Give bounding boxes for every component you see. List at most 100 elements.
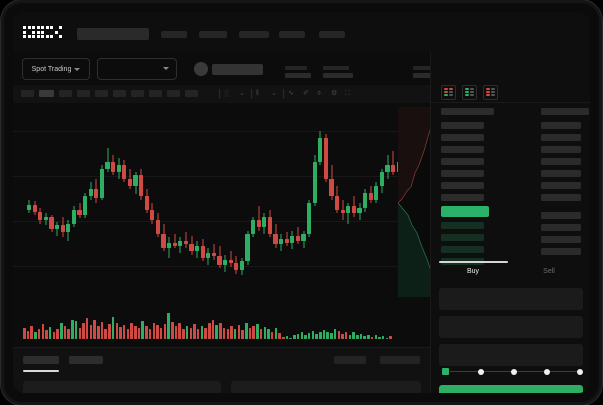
chevron-down-icon [74,67,81,71]
orderbook-bid-row[interactable] [441,222,484,229]
orderbook-bid-row[interactable] [441,246,484,253]
chevron-down-icon-2[interactable]: ⌄ [271,90,277,97]
orderbook-mode-bids-icon[interactable] [462,85,477,100]
orderbook-ask-row[interactable] [441,194,484,201]
timeframe-button-1[interactable] [21,90,34,97]
orderbook-ask-row[interactable] [441,108,494,115]
candle-body [245,233,250,262]
orderbook-ask-row[interactable] [441,146,484,153]
candle-body [60,225,65,233]
orderbook-ask-row[interactable] [441,134,484,141]
chevron-down-icon[interactable]: ⌄ [239,90,245,97]
timeframe-button-7[interactable] [131,90,144,97]
search-input[interactable] [77,28,149,40]
volume-bar [367,334,370,339]
timeframe-button-9[interactable] [167,90,180,97]
volume-bar [285,336,289,339]
slider-step-50[interactable] [511,368,517,375]
orders-action-2[interactable] [380,356,420,364]
camera-icon[interactable]: ⌽ [317,90,322,97]
slider-step-75[interactable] [544,368,550,375]
draw-pencil-icon[interactable]: ✐ [303,90,309,97]
slider-step-100[interactable] [577,368,583,375]
fullscreen-icon[interactable]: ⛶ [345,90,350,97]
candle [127,103,133,303]
candle-body [105,161,110,169]
orderbook-bid-row[interactable] [441,234,484,241]
mode-selector-spot-trading[interactable]: Spot Trading [22,58,90,80]
volume-bar [89,324,93,339]
tab-buy[interactable]: Buy [466,268,480,275]
volume-bar [215,324,218,339]
candle [267,103,273,303]
place-buy-order-button[interactable] [439,385,583,393]
volume-bar [196,329,200,339]
orderbook-size-cell [541,146,581,153]
tab-sell[interactable]: Sell [543,268,555,275]
slider-step-25[interactable] [478,368,484,375]
order-field-2[interactable] [439,316,583,338]
orderbook-ask-row[interactable] [441,182,484,189]
ticker-stat-2 [323,66,353,78]
chart-toolbar: ░ ⌄ ‖ ⌄ ∿ ✐ ⌽ ⚙ ⛶ [13,85,430,104]
nav-item-1[interactable] [161,31,187,38]
timeframe-button-3[interactable] [59,90,72,97]
orders-tab-2[interactable] [69,356,103,364]
volume-bar [130,323,133,339]
timeframe-button-5[interactable] [95,90,108,97]
settings-icon[interactable]: ⚙ [331,90,338,97]
volume-bar [122,324,126,339]
timeframe-button-10[interactable] [185,90,198,97]
timeframe-button-2[interactable] [39,90,54,97]
candle-body [267,216,273,234]
orderbook-ask-row[interactable] [441,170,484,177]
indicator-icon[interactable]: ░ [224,90,229,97]
pair-selector[interactable] [97,58,177,80]
orders-action-1[interactable] [334,356,366,364]
active-tab-underline [23,370,59,372]
ticker-pair-label[interactable] [212,64,263,75]
order-field-3[interactable] [439,344,583,366]
okx-logo-icon[interactable] [23,26,62,38]
nav-item-5[interactable] [319,31,345,38]
orderbook-mode-both-icon[interactable] [441,85,456,100]
candle [83,103,88,303]
candle-body [228,259,233,264]
orders-tab-1[interactable] [23,356,59,364]
candle-body [178,240,183,246]
candle [379,103,385,303]
candlestick-chart[interactable] [13,103,430,303]
nav-item-2[interactable] [199,31,227,38]
orderbook-ask-row[interactable] [441,122,484,129]
orderbook-mode-asks-icon[interactable] [483,85,498,100]
amount-slider[interactable] [441,367,583,376]
nav-item-4[interactable] [279,31,305,38]
candle [256,103,261,303]
volume-bar [119,327,122,339]
timeframe-button-8[interactable] [149,90,162,97]
timeframe-button-6[interactable] [113,90,126,97]
candle-body [94,189,99,198]
order-field-1[interactable] [439,288,583,310]
orderbook-ask-row[interactable] [441,158,484,165]
slider-handle[interactable] [441,367,450,376]
nav-item-3[interactable] [239,31,269,38]
volume-bar [48,327,52,339]
chart-type-icon[interactable]: ‖ [256,90,259,97]
candle-body [323,137,329,179]
volume-bar [263,327,267,339]
candle [139,103,144,303]
candle [262,103,267,303]
candle-body [211,252,217,257]
candle [167,103,172,303]
candle [71,103,77,303]
candle-wick [185,232,187,248]
candle [200,103,205,303]
line-chart-icon[interactable]: ∿ [288,90,294,97]
timeframe-button-4[interactable] [77,90,90,97]
candle-body [161,233,166,248]
stat-value [285,73,311,78]
volume-bar [326,331,329,339]
candle-body [273,233,278,245]
candle-body [200,246,205,259]
